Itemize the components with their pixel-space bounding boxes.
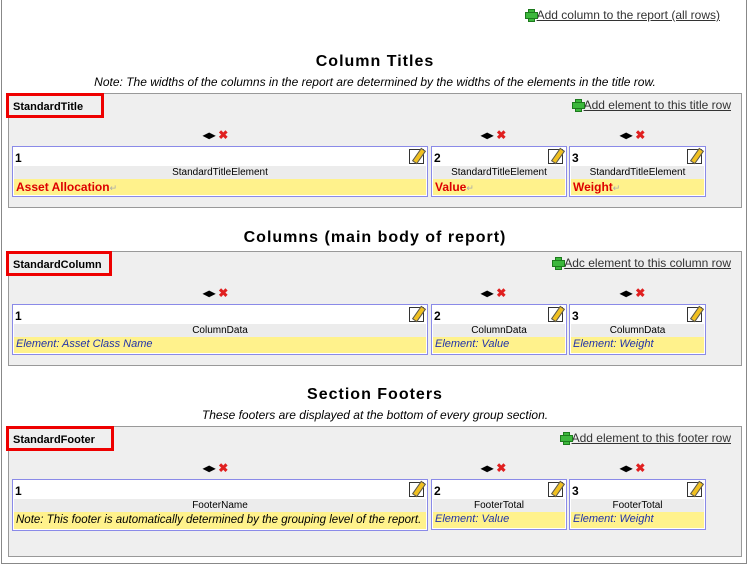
move-arrows-icon[interactable]: ◂•▸ (620, 128, 632, 142)
move-arrows-icon[interactable]: ◂•▸ (481, 286, 493, 300)
delete-x-icon[interactable]: ✖ (218, 286, 229, 300)
edit-pencil-icon[interactable] (409, 482, 424, 497)
element-cell[interactable]: 1 ColumnData Element: Asset Class Name (12, 304, 428, 355)
green-plus-icon (571, 99, 585, 112)
delete-x-icon[interactable]: ✖ (496, 128, 507, 142)
delete-x-icon[interactable]: ✖ (635, 461, 646, 475)
add-element-button[interactable]: Add element to this footer row (559, 431, 731, 445)
element-cell[interactable]: 1 FooterName Note: This footer is automati… (12, 479, 428, 531)
column-row-panel: StandardColumn Adc element to this colum… (6, 251, 742, 366)
move-arrows-icon[interactable]: ◂•▸ (481, 128, 493, 142)
element-cell[interactable]: 3 ColumnData Element: Weight (569, 304, 706, 355)
move-arrows-icon[interactable]: ◂•▸ (620, 461, 632, 475)
section-note: Note: The widths of the columns in the r… (94, 75, 656, 89)
add-column-link[interactable]: Add column to the report (all rows) (524, 8, 720, 22)
element-cell[interactable]: 2 FooterTotal Element: Value (431, 479, 567, 530)
section-heading: Column Titles (315, 53, 435, 70)
edit-pencil-icon[interactable] (548, 307, 563, 322)
element-cell[interactable]: 2 StandardTitleElement Value↵ (431, 146, 567, 197)
edit-pencil-icon[interactable] (687, 482, 702, 497)
element-cell[interactable]: 3 FooterTotal Element: Weight (569, 479, 706, 530)
title-row-panel: StandardTitle Add element to this title … (6, 93, 742, 208)
section-heading: Section Footers (307, 386, 443, 403)
row-name[interactable]: StandardTitle (6, 93, 104, 118)
row-name[interactable]: StandardColumn (6, 251, 112, 276)
move-arrows-icon[interactable]: ◂•▸ (620, 286, 632, 300)
delete-x-icon[interactable]: ✖ (635, 286, 646, 300)
delete-x-icon[interactable]: ✖ (496, 461, 507, 475)
delete-x-icon[interactable]: ✖ (635, 128, 646, 142)
delete-x-icon[interactable]: ✖ (218, 128, 229, 142)
move-arrows-icon[interactable]: ◂•▸ (203, 128, 215, 142)
return-icon: ↵ (466, 183, 474, 193)
green-plus-icon (552, 257, 566, 270)
section-note: These footers are displayed at the botto… (201, 408, 549, 422)
edit-pencil-icon[interactable] (687, 149, 702, 164)
edit-pencil-icon[interactable] (409, 149, 424, 164)
row-name[interactable]: StandardFooter (6, 426, 114, 451)
edit-pencil-icon[interactable] (548, 149, 563, 164)
add-element-button[interactable]: Adc element to this column row (552, 256, 731, 270)
section-heading: Columns (main body of report) (243, 229, 507, 246)
edit-pencil-icon[interactable] (687, 307, 702, 322)
green-plus-icon (559, 432, 573, 445)
edit-pencil-icon[interactable] (409, 307, 424, 322)
element-cell[interactable]: 3 StandardTitleElement Weight↵ (569, 146, 706, 197)
return-icon: ↵ (612, 183, 621, 193)
edit-pencil-icon[interactable] (548, 482, 563, 497)
element-cell[interactable]: 2 ColumnData Element: Value (431, 304, 567, 355)
move-arrows-icon[interactable]: ◂•▸ (481, 461, 493, 475)
element-cell[interactable]: 1 StandardTitleElement Asset Allocation↵ (12, 146, 428, 197)
add-element-button[interactable]: Add element to this title row (571, 98, 731, 112)
delete-x-icon[interactable]: ✖ (218, 461, 229, 475)
green-plus-icon (524, 9, 538, 22)
footer-row-panel: StandardFooter Add element to this foote… (6, 426, 742, 557)
delete-x-icon[interactable]: ✖ (496, 286, 507, 300)
move-arrows-icon[interactable]: ◂•▸ (203, 461, 215, 475)
return-icon: ↵ (109, 183, 118, 193)
move-arrows-icon[interactable]: ◂•▸ (203, 286, 215, 300)
